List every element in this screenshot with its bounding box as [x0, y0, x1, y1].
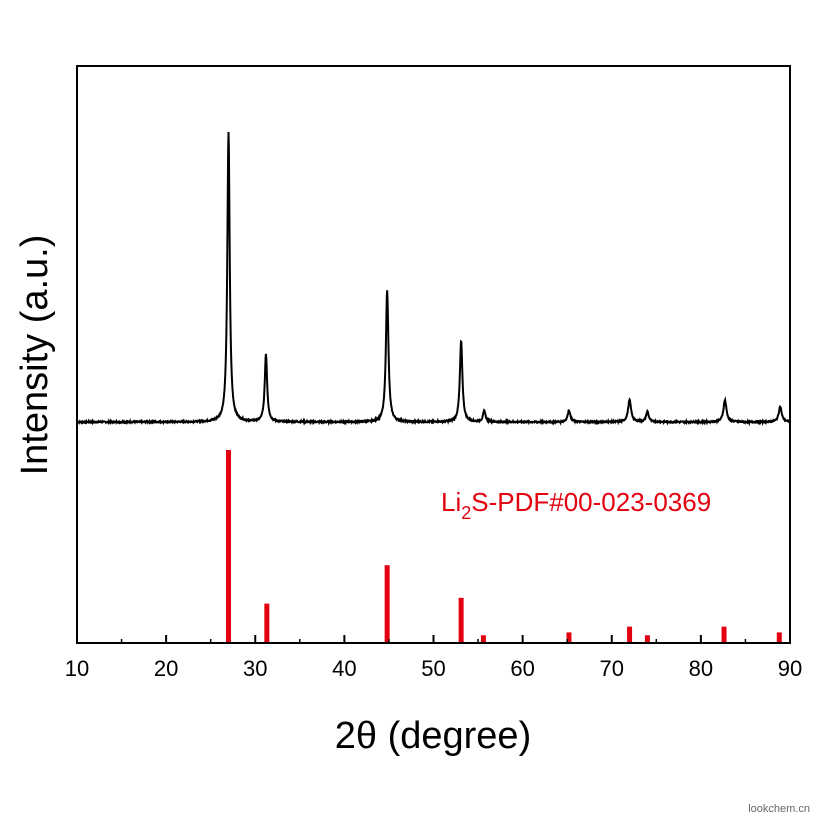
reference-stick [776, 632, 782, 642]
x-axis-title: 2θ (degree) [335, 715, 531, 757]
reference-sticks [226, 450, 782, 642]
x-tick-label: 90 [778, 656, 802, 681]
reference-stick [226, 450, 232, 642]
x-tick-label: 40 [332, 656, 356, 681]
watermark-text: lookchem.cn [748, 803, 810, 815]
reference-stick [458, 597, 464, 642]
reference-stick [480, 635, 486, 642]
reference-stick [566, 632, 572, 642]
reference-stick [644, 635, 650, 642]
reference-stick [721, 626, 727, 642]
reference-label: Li2S-PDF#00-023-0369 [441, 487, 711, 523]
x-tick-label: 50 [421, 656, 445, 681]
x-tick-label: 60 [510, 656, 534, 681]
x-tick-label: 30 [243, 656, 267, 681]
x-tick-label: 70 [600, 656, 624, 681]
plot-frame [76, 65, 791, 644]
reference-stick [384, 565, 390, 642]
measured-pattern-line [76, 132, 791, 427]
reference-stick [264, 603, 270, 642]
x-axis-ticks: 10 20 30 40 50 60 70 80 90 [65, 635, 802, 681]
y-axis-title: Intensity (a.u.) [14, 235, 56, 476]
x-tick-label: 80 [689, 656, 713, 681]
x-tick-label: 20 [154, 656, 178, 681]
reference-stick [627, 626, 633, 642]
x-tick-label: 10 [65, 656, 89, 681]
